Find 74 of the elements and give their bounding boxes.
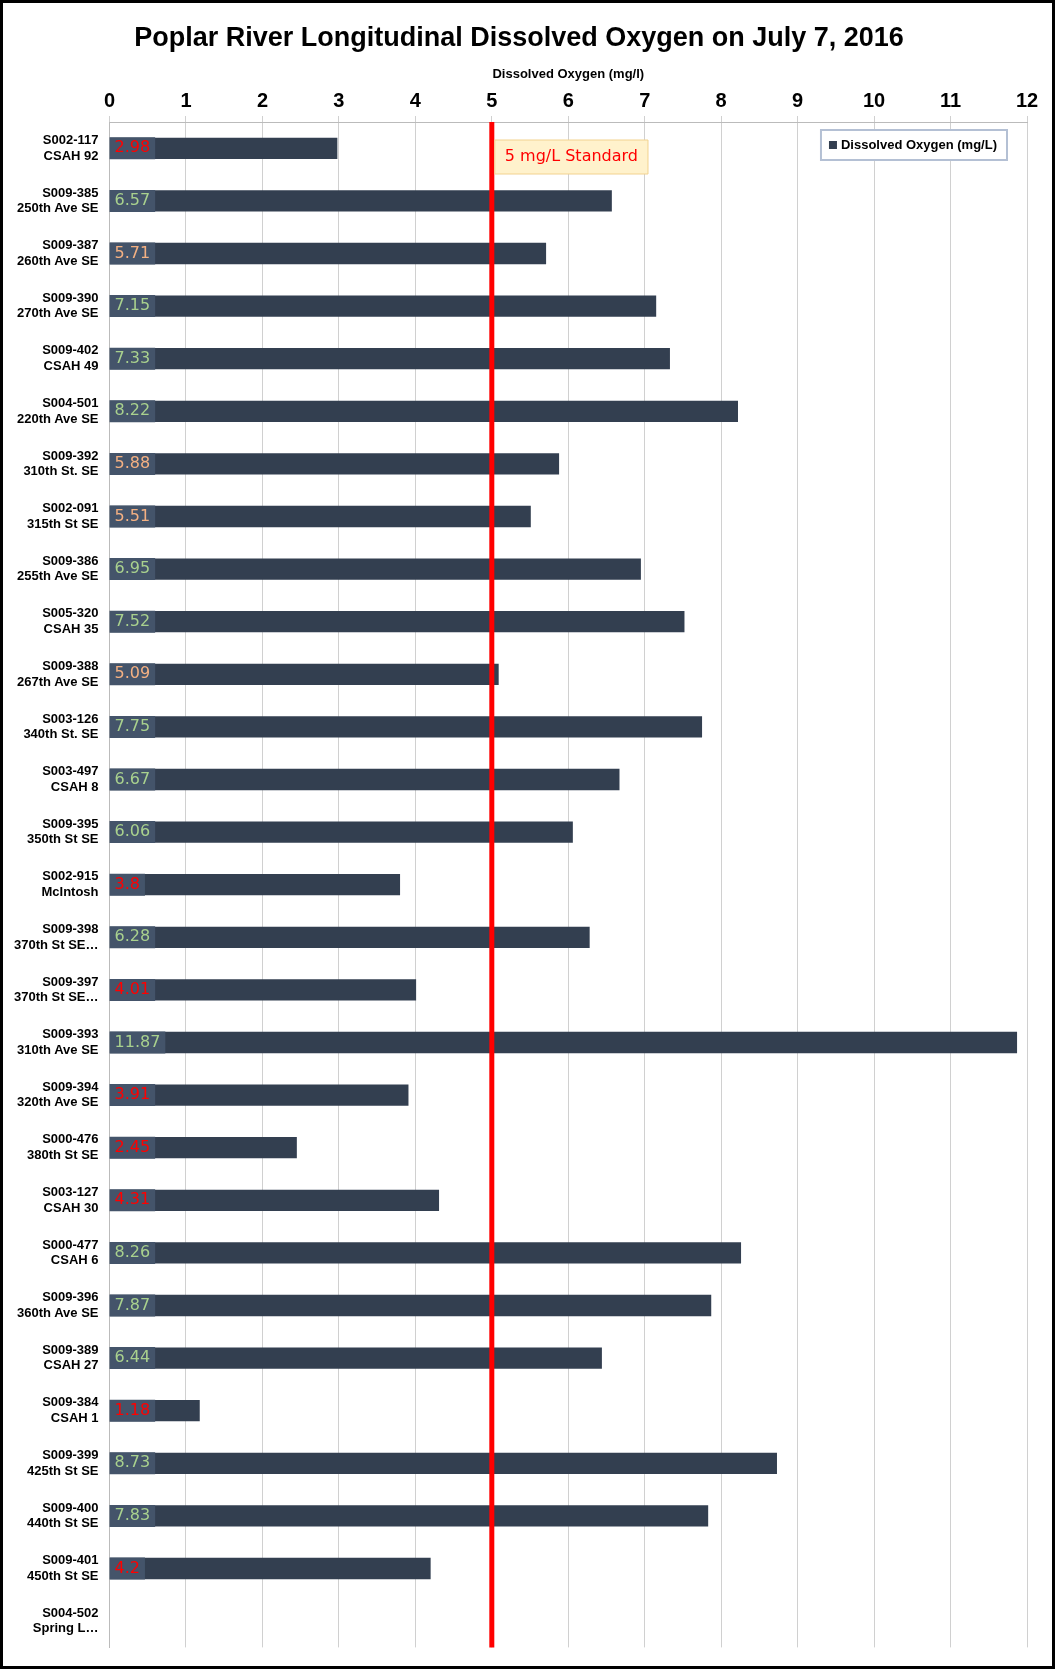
data-label: 6.67 bbox=[114, 768, 151, 788]
y-tick-label: S009-399 425th St SE bbox=[26, 1447, 99, 1478]
y-tick-label: S003-126 340th St. SE bbox=[23, 710, 99, 742]
x-tick-label: 4 bbox=[409, 88, 422, 111]
y-tick-label: S002-091 315th St SE bbox=[26, 500, 99, 531]
ref-line-label: 5 mg/L Standard bbox=[504, 146, 638, 166]
data-label: 7.33 bbox=[114, 347, 151, 367]
data-label: 6.95 bbox=[114, 558, 151, 578]
data-label: 1.18 bbox=[114, 1399, 151, 1419]
data-label: 11.87 bbox=[114, 1031, 161, 1051]
data-label: 5.09 bbox=[114, 663, 151, 683]
x-tick-label: 12 bbox=[1015, 88, 1039, 111]
y-tick-label: S009-385 250th Ave SE bbox=[17, 184, 99, 216]
x-tick-label: 1 bbox=[180, 88, 192, 111]
data-label: 5.51 bbox=[114, 505, 151, 525]
y-tick-label: S009-392 310th St. SE bbox=[23, 447, 99, 479]
data-label: 2.98 bbox=[114, 137, 151, 157]
y-tick-label: S004-502 Spring L… bbox=[32, 1604, 99, 1636]
data-label: 7.83 bbox=[114, 1505, 151, 1525]
y-tick-label: S009-386 255th Ave SE bbox=[17, 552, 99, 584]
data-label: 5.71 bbox=[114, 242, 151, 262]
x-tick-label: 0 bbox=[103, 88, 116, 111]
y-tick-label: S009-402 CSAH 49 bbox=[42, 342, 99, 374]
y-tick-label: S009-387 260th Ave SE bbox=[17, 237, 99, 268]
x-tick-label: 5 bbox=[486, 88, 498, 111]
x-tick-label: 8 bbox=[715, 88, 727, 111]
data-label: 6.28 bbox=[114, 926, 151, 946]
x-tick-label: 6 bbox=[562, 88, 574, 111]
x-axis-title: Dissolved Oxygen (mg/l) bbox=[492, 65, 645, 81]
y-tick-label: S009-401 450th St SE bbox=[26, 1552, 99, 1583]
chart-title: Poplar River Longitudinal Dissolved Oxygen on July 7, 2016 bbox=[134, 21, 904, 52]
data-label: 8.73 bbox=[114, 1452, 151, 1472]
data-label: 5.88 bbox=[114, 453, 151, 473]
data-label: 6.57 bbox=[114, 190, 151, 210]
data-label: 3.91 bbox=[114, 1084, 151, 1104]
y-tick-label: S000-476 380th St SE bbox=[26, 1131, 99, 1163]
y-tick-label: S009-395 350th St SE bbox=[26, 815, 99, 847]
y-tick-label: S002-915 McIntosh bbox=[41, 868, 99, 900]
data-label: 7.52 bbox=[114, 610, 151, 630]
data-label: 7.87 bbox=[114, 1294, 151, 1314]
y-tick-label: S009-393 310th Ave SE bbox=[17, 1026, 99, 1057]
x-tick-label: 3 bbox=[333, 88, 345, 111]
y-tick-label: S002-117 CSAH 92 bbox=[42, 132, 99, 163]
data-label: 2.45 bbox=[114, 1136, 151, 1156]
data-label: 7.75 bbox=[114, 716, 151, 736]
y-tick-label: S009-397 370th St SE… bbox=[13, 973, 99, 1005]
y-tick-label: S009-394 320th Ave SE bbox=[17, 1078, 100, 1110]
y-tick-label: S004-501 220th Ave SE bbox=[17, 395, 99, 426]
data-label: 8.22 bbox=[114, 400, 151, 420]
y-tick-label: S003-127 CSAH 30 bbox=[42, 1184, 99, 1215]
data-label: 3.8 bbox=[114, 873, 140, 893]
y-tick-label: S009-388 267th Ave SE bbox=[17, 658, 99, 689]
data-label: 6.44 bbox=[114, 1347, 151, 1367]
y-tick-label: S009-384 CSAH 1 bbox=[42, 1394, 100, 1426]
x-tick-label: 2 bbox=[256, 88, 268, 111]
y-tick-label: S009-396 360th Ave SE bbox=[17, 1289, 99, 1320]
y-tick-label: S009-400 440th St SE bbox=[26, 1499, 99, 1531]
y-tick-label: S005-320 CSAH 35 bbox=[42, 605, 99, 637]
data-label: 4.31 bbox=[114, 1189, 151, 1209]
x-tick-label: 10 bbox=[862, 88, 886, 111]
x-tick-label: 9 bbox=[792, 88, 804, 111]
y-tick-label: S009-389 CSAH 27 bbox=[42, 1341, 99, 1373]
data-label: 7.15 bbox=[114, 295, 151, 315]
y-tick-label: S000-477 CSAH 6 bbox=[42, 1236, 99, 1268]
y-tick-label: S009-390 270th Ave SE bbox=[17, 289, 99, 321]
y-tick-label: S009-398 370th St SE… bbox=[13, 921, 99, 952]
legend-label: Dissolved Oxygen (mg/L) bbox=[840, 136, 998, 152]
x-tick-label: 7 bbox=[639, 88, 651, 111]
data-label: 4.2 bbox=[114, 1557, 140, 1577]
y-tick-label: S003-497 CSAH 8 bbox=[42, 763, 99, 794]
x-tick-label: 11 bbox=[939, 88, 962, 111]
data-label: 6.06 bbox=[114, 821, 151, 841]
data-label: 8.26 bbox=[114, 1242, 151, 1262]
data-label: 4.01 bbox=[114, 979, 151, 999]
